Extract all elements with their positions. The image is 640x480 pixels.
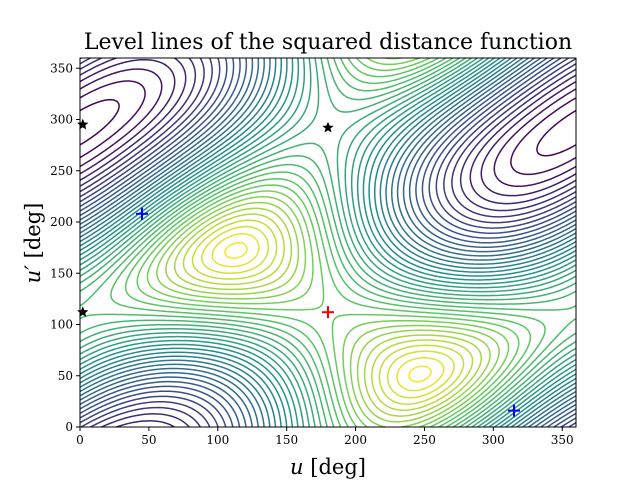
contour-lines <box>80 58 576 427</box>
contour-level <box>80 58 576 427</box>
contour-level <box>80 58 576 427</box>
x-tick-label: 150 <box>275 433 298 447</box>
plot-frame <box>79 57 577 428</box>
x-tick-label: 0 <box>76 433 84 447</box>
contour-level <box>80 80 576 176</box>
contour-level <box>124 58 532 427</box>
contour-level <box>80 58 576 427</box>
y-tick-label: 50 <box>58 369 73 383</box>
x-axis-label-variable: u <box>290 455 304 479</box>
star-marker <box>77 118 89 130</box>
contour-level <box>136 58 520 427</box>
x-tick-label: 50 <box>141 433 156 447</box>
y-tick-label: 150 <box>50 266 73 280</box>
contour-level <box>80 58 576 427</box>
contour-level <box>146 58 510 427</box>
contour-level <box>80 58 576 427</box>
contour-level <box>80 58 576 427</box>
contour-level <box>80 58 576 427</box>
contour-level <box>156 58 500 427</box>
contour-level <box>80 58 576 427</box>
contour-level <box>80 58 576 427</box>
chart-title: Level lines of the squared distance func… <box>84 30 572 55</box>
y-tick-label: 100 <box>50 318 73 332</box>
contour-level <box>80 58 576 427</box>
y-tick-label: 300 <box>50 113 73 127</box>
x-tick-label: 200 <box>344 433 367 447</box>
contour-level <box>201 225 455 399</box>
contour-level <box>80 98 576 157</box>
cross-marker <box>322 306 334 319</box>
contour-level <box>224 241 432 383</box>
x-axis-ticks: 0 50 100 150 200 250 300 350 <box>76 427 574 447</box>
x-tick-label: 300 <box>482 433 505 447</box>
y-axis-label-variable: u′ <box>21 265 45 284</box>
contour-level <box>80 58 576 197</box>
x-axis-label: u [deg] <box>290 455 366 479</box>
point-markers <box>77 118 520 417</box>
contour-level <box>80 58 576 427</box>
contour-level <box>80 58 576 427</box>
x-tick-label: 250 <box>413 433 436 447</box>
contour-level <box>182 213 474 411</box>
y-axis-label-unit: [deg] <box>21 203 45 265</box>
x-axis-label-unit: [deg] <box>304 455 366 479</box>
cross-marker <box>508 404 520 417</box>
contour-level <box>80 58 576 427</box>
y-axis-label: u′ [deg] <box>21 203 45 284</box>
x-tick-label: 350 <box>551 433 574 447</box>
contour-level <box>80 58 576 427</box>
star-marker <box>322 121 334 133</box>
contour-level <box>165 201 491 423</box>
contour-level <box>80 58 576 427</box>
star-marker <box>77 306 89 318</box>
y-tick-label: 0 <box>65 420 73 434</box>
contour-level <box>80 58 576 427</box>
contour-level <box>173 207 483 417</box>
contour-level <box>80 58 576 427</box>
contour-level <box>211 233 445 392</box>
contour-level <box>191 219 465 405</box>
y-tick-label: 350 <box>50 61 73 75</box>
contour-level <box>110 58 546 427</box>
contour-level <box>80 58 576 427</box>
y-tick-label: 200 <box>50 215 73 229</box>
contour-level <box>80 68 576 188</box>
contour-level <box>80 58 576 427</box>
y-axis-ticks: 0 50 100 150 200 250 300 350 <box>50 61 80 434</box>
y-tick-label: 250 <box>50 164 73 178</box>
contour-level <box>80 58 576 427</box>
contour-level <box>80 58 576 427</box>
cross-marker <box>136 207 148 220</box>
x-tick-label: 100 <box>206 433 229 447</box>
